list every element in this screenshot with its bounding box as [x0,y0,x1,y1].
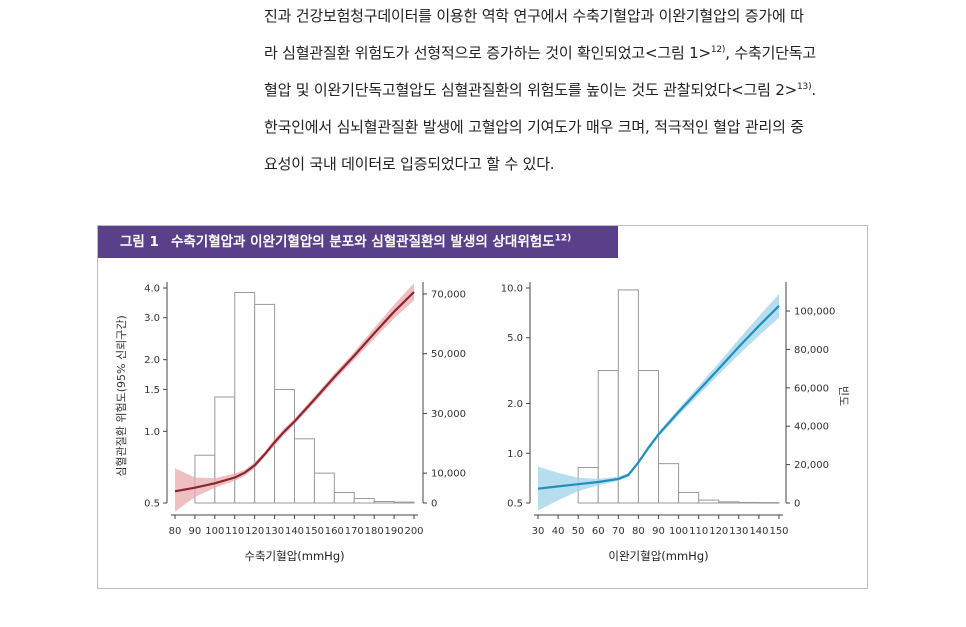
systolic-right-tick-label: 70,000 [431,289,466,300]
paragraph-line-3-text-a: 혈압 및 이완기단독고혈압도 심혈관질환의 위험도를 높이는 것도 관찰되었다<… [264,81,798,99]
diastolic-left-tick-label: 5.0 [507,333,523,344]
systolic-histogram-bar [294,438,315,504]
systolic-x-tick-label: 100 [205,526,224,537]
diastolic-right-tick-label: 20,000 [794,460,829,471]
diastolic-x-tick-label: 40 [552,526,565,537]
figure-title: 수축기혈압과 이완기혈압의 분포와 심혈관질환의 발생의 상대위험도 [170,234,555,250]
diastolic-x-tick-label: 110 [689,526,708,537]
diastolic-risk-line [537,305,780,490]
paragraph-line-2: 라 심혈관질환 위험도가 선형적으로 증가하는 것이 확인되었고<그림 1>12… [264,42,816,63]
systolic-left-tick-label: 0.5 [144,499,160,510]
systolic-left-tick-label: 1.0 [144,427,160,438]
figure-citation: 12) [554,233,572,244]
systolic-left-tick-label: 1.5 [144,385,160,396]
systolic-histogram-bar [313,472,335,504]
systolic-x-tick-label: 160 [325,526,344,537]
systolic-histogram-bar [214,396,236,504]
diastolic-x-tick-label: 80 [632,526,645,537]
systolic-x-tick-label: 110 [225,526,244,537]
systolic-histogram-bar [353,498,375,504]
systolic-x-tick-label: 120 [245,526,264,537]
systolic-x-tick-label: 170 [345,526,364,537]
systolic-x-tick-label: 150 [305,526,324,537]
diastolic-right-tick-label: 40,000 [794,422,829,433]
diastolic-x-tick-label: 120 [709,526,728,537]
systolic-left-tick-label: 4.0 [144,284,160,295]
citation-13: 13) [797,82,812,92]
diastolic-x-axis-label: 이완기혈압(mmHg) [608,549,708,563]
systolic-x-tick-label: 130 [265,526,284,537]
systolic-x-tick-label: 180 [365,526,384,537]
systolic-x-tick-label: 190 [385,526,404,537]
diastolic-right-tick-label: 100,000 [794,307,835,318]
diastolic-left-tick-label: 0.5 [507,499,523,510]
systolic-histogram-bar [333,492,355,504]
systolic-risk-line [174,291,415,493]
diastolic-x-tick-label: 90 [652,526,665,537]
diastolic-histogram-bar [718,501,740,504]
systolic-x-tick-label: 90 [189,526,202,537]
diastolic-histogram-bar [637,370,660,504]
systolic-x-tick-label: 80 [169,526,182,537]
diastolic-histogram-bar [658,463,680,504]
diastolic-x-tick-label: 140 [749,526,768,537]
systolic-right-tick-label: 30,000 [431,409,466,420]
diastolic-x-tick-label: 70 [612,526,625,537]
diastolic-histogram-bar [617,289,639,504]
diastolic-histogram-bar [758,502,780,504]
diastolic-y-axis-label: 빈도 [837,386,850,406]
paragraph-line-3: 혈압 및 이완기단독고혈압도 심혈관질환의 위험도를 높이는 것도 관찰되었다<… [264,79,816,100]
systolic-right-tick-label: 10,000 [431,469,466,480]
figure-charts: 0.5 1.0 1.5 2.0 3.0 4.0 0 10,000 30,000 50,000 70,… [114,282,850,563]
systolic-right-tick-label: 0 [431,499,437,510]
diastolic-x-tick-label: 130 [729,526,748,537]
diastolic-right-tick-label: 80,000 [794,345,829,356]
systolic-x-tick-label: 200 [404,526,423,537]
diastolic-x-tick-label: 150 [769,526,788,537]
diastolic-left-tick-label: 2.0 [507,399,523,410]
diastolic-x-tick-label: 100 [669,526,688,537]
systolic-left-tick-label: 2.0 [144,355,160,366]
diastolic-left-tick-label: 10.0 [501,284,523,295]
figure-1: 그림 1 수축기혈압과 이완기혈압의 분포와 심혈관질환의 발생의 상대위험도12… [97,225,868,589]
citation-12: 12) [710,45,726,55]
diastolic-right-tick-label: 60,000 [794,383,829,394]
figure-label: 그림 1 [120,234,159,250]
paragraph-line-2-text-b: , 수축기단독고 [725,44,816,62]
systolic-x-axis-label: 수축기혈압(mmHg) [244,549,344,563]
paragraph-line-4: 한국인에서 심뇌혈관질환 발생에 고혈압의 기여도가 매우 크며, 적극적인 혈… [264,118,804,136]
systolic-right-tick-label: 50,000 [431,349,466,360]
diastolic-left-tick-label: 1.0 [507,449,523,460]
systolic-left-tick-label: 3.0 [144,313,160,324]
systolic-x-tick-label: 140 [285,526,304,537]
paragraph-line-3-text-b: . [811,81,816,99]
systolic-histogram-bar [274,389,295,504]
figure-title-bar: 그림 1 수축기혈압과 이완기혈압의 분포와 심혈관질환의 발생의 상대위험도12… [98,226,618,258]
diastolic-histogram-bar [678,491,700,504]
systolic-confidence-band [175,283,414,512]
systolic-histogram-bar [373,501,395,504]
diastolic-x-tick-label: 50 [572,526,585,537]
systolic-histogram-bar [254,303,276,504]
diastolic-x-tick-label: 60 [592,526,605,537]
diastolic-x-tick-label: 30 [532,526,545,537]
diastolic-histogram-bar [698,499,720,504]
diastolic-histogram-bar [738,501,760,504]
paragraph-line-5: 요성이 국내 데이터로 입증되었다고 할 수 있다. [264,155,555,173]
paragraph-line-1: 진과 건강보험청구데이터를 이용한 역학 연구에서 수축기혈압과 이완기혈압의 … [264,7,804,25]
systolic-histogram-bar [393,501,415,504]
diastolic-confidence-band [538,294,779,511]
paragraph-line-2-text-a: 라 심혈관질환 위험도가 선형적으로 증가하는 것이 확인되었고<그림 1> [264,44,711,62]
systolic-y-axis-label: 심혈관질환 위험도(95% 신뢰구간) [114,315,128,476]
diastolic-right-tick-label: 0 [794,499,800,510]
